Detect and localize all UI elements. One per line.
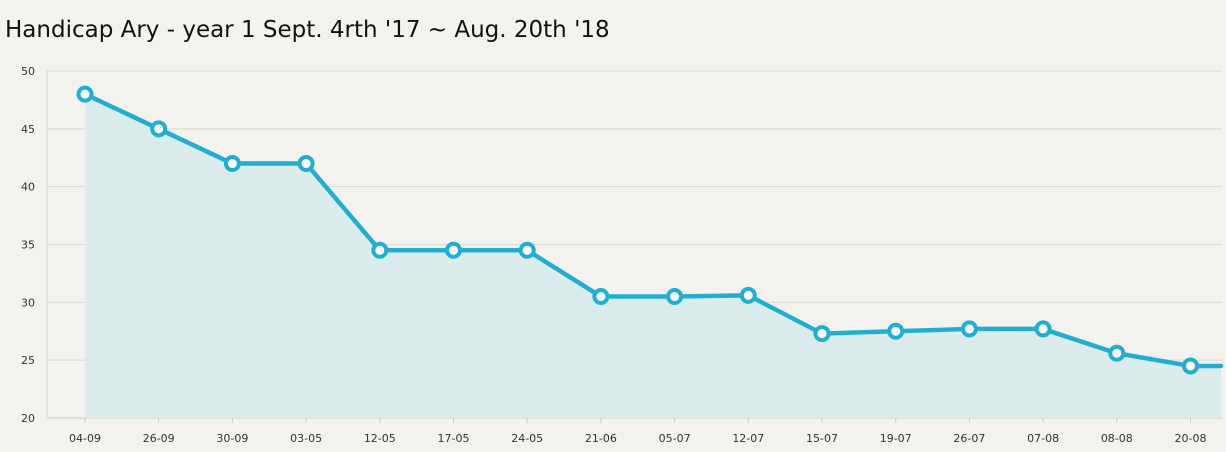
data-point [813, 325, 831, 343]
data-point [297, 155, 315, 173]
data-point [518, 241, 536, 259]
x-tick-label: 26-09 [143, 432, 175, 445]
y-tick-label: 30 [21, 296, 35, 309]
data-points [76, 85, 1199, 375]
x-tick-label: 30-09 [216, 432, 248, 445]
x-tick-label: 20-08 [1175, 432, 1207, 445]
data-point [1182, 357, 1199, 375]
x-tick-label: 07-08 [1027, 432, 1059, 445]
y-tick-label: 50 [21, 65, 35, 78]
data-point [445, 241, 462, 259]
data-point [887, 322, 905, 340]
x-tick-label: 04-09 [69, 432, 101, 445]
x-tick-label: 21-06 [585, 432, 617, 445]
data-point [1034, 320, 1052, 338]
data-point [76, 85, 94, 103]
x-tick-label: 05-07 [659, 432, 691, 445]
chart-title: Handicap Ary - year 1 Sept. 4rth '17 ~ A… [5, 17, 610, 43]
x-tick-label: 15-07 [806, 432, 838, 445]
y-tick-label: 35 [21, 239, 35, 252]
y-tick-label: 20 [21, 412, 35, 425]
data-point [223, 155, 241, 173]
y-tick-label: 40 [21, 181, 35, 194]
y-tick-label: 25 [21, 354, 35, 367]
x-tick-label: 24-05 [511, 432, 543, 445]
data-point [592, 288, 610, 306]
area-fill [85, 94, 1221, 418]
x-tick-label: 26-07 [953, 432, 985, 445]
data-point [960, 320, 978, 338]
x-tick-label: 12-07 [732, 432, 764, 445]
data-point [1108, 344, 1126, 362]
x-tick-label: 03-05 [290, 432, 322, 445]
y-tick-label: 45 [21, 123, 35, 136]
x-tick-label: 08-08 [1101, 432, 1133, 445]
x-tick-label: 19-07 [880, 432, 912, 445]
data-point [666, 288, 684, 306]
data-point [739, 286, 757, 304]
area-fill-layer [85, 94, 1221, 418]
x-tick-label: 12-05 [364, 432, 396, 445]
y-tick-labels: 20 25 30 35 40 45 50 [21, 65, 35, 425]
data-point [371, 241, 389, 259]
data-point [150, 120, 168, 138]
x-tick-label: 17-05 [438, 432, 470, 445]
x-tick-labels: 04-09 26-09 30-09 03-05 12-05 17-05 24-05 21-06… [69, 432, 1206, 445]
